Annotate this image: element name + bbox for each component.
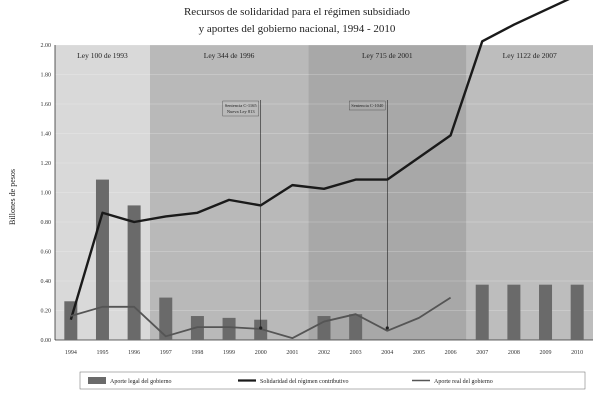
legend-swatch-0 <box>88 377 106 384</box>
x-tick-label-2000: 2000 <box>255 350 267 356</box>
period-label-3: Ley 1122 de 2007 <box>503 51 557 60</box>
bar-2008 <box>507 284 521 340</box>
y-axis-label: Billones de pesos <box>8 169 17 225</box>
chart-title-line-2: y aportes del gobierno nacional, 1994 - … <box>199 23 396 35</box>
bar-1996 <box>127 205 141 340</box>
legend-label-0: Aporte legal del gobierno <box>110 379 171 385</box>
x-tick-label-2002: 2002 <box>318 350 330 356</box>
legend-label-2: Aporte real del gobierno <box>434 379 493 385</box>
bar-2007 <box>475 284 489 340</box>
x-tick-label-2004: 2004 <box>381 350 393 356</box>
legend-frame <box>79 371 586 390</box>
annotation-marker-0 <box>259 326 263 330</box>
x-tick-label-2009: 2009 <box>540 350 552 356</box>
chart-title-line-1: Recursos de solidaridad para el régimen … <box>184 6 411 18</box>
x-tick-labels: 1994 1995 1996 1997 1998 1999 2000 2001 2002 2003… <box>65 350 583 356</box>
x-tick-label-2010: 2010 <box>571 350 583 356</box>
annotation-text-0-0: Sentencia C-1165 <box>225 103 258 108</box>
y-tick-label-6: 1.20 <box>41 161 52 167</box>
annotation-box-0 <box>222 100 259 117</box>
annotation-marker-1 <box>385 326 389 330</box>
y-tick-label-3: 0.60 <box>41 250 52 256</box>
period-label-1: Ley 344 de 1996 <box>204 51 255 60</box>
y-tick-label-7: 1.40 <box>41 132 52 138</box>
x-tick-label-2008: 2008 <box>508 350 520 356</box>
period-label-0: Ley 100 de 1993 <box>77 51 128 60</box>
bar-1997 <box>159 297 173 340</box>
y-tick-label-0: 0.00 <box>41 338 52 344</box>
x-tick-label-2005: 2005 <box>413 350 425 356</box>
y-tick-label-1: 0.20 <box>41 309 52 315</box>
x-tick-label-2001: 2001 <box>286 350 298 356</box>
x-tick-label-1994: 1994 <box>65 350 77 356</box>
x-tick-label-1999: 1999 <box>223 350 235 356</box>
x-tick-label-1998: 1998 <box>191 350 203 356</box>
annotation-box-1 <box>349 100 386 111</box>
y-tick-label-2: 0.40 <box>41 279 52 285</box>
bar-2002 <box>317 316 331 340</box>
x-tick-label-2006: 2006 <box>445 350 457 356</box>
bar-series <box>64 179 584 340</box>
y-tick-labels: 0.00 0.20 0.40 0.60 0.80 1.00 1.20 1.40 1.60 1.80… <box>41 43 52 344</box>
bar-1999 <box>222 317 236 340</box>
y-tick-label-10: 2.00 <box>41 43 52 49</box>
x-tick-label-2007: 2007 <box>476 350 488 356</box>
bar-2010 <box>570 284 584 340</box>
y-tick-label-4: 0.80 <box>41 220 52 226</box>
x-tick-label-2003: 2003 <box>350 350 362 356</box>
y-tick-label-8: 1.60 <box>41 102 52 108</box>
y-tick-label-9: 1.80 <box>41 73 52 79</box>
bar-2009 <box>539 284 553 340</box>
period-label-2: Ley 715 de 2001 <box>362 51 413 60</box>
gridlines <box>55 44 593 311</box>
bar-2003 <box>349 314 363 340</box>
bar-1995 <box>95 179 109 340</box>
x-tick-label-1996: 1996 <box>128 350 140 356</box>
annotation-text-1-0: Sentencia C-1040 <box>351 103 384 108</box>
annotation-text-0-1: Nueva Ley 813 <box>227 109 255 114</box>
x-tick-label-1995: 1995 <box>96 350 108 356</box>
legend-label-1: Solidaridad del régimen contributivo <box>260 379 348 385</box>
y-tick-label-5: 1.00 <box>41 191 52 197</box>
x-tick-label-1997: 1997 <box>160 350 172 356</box>
legend: Aporte legal del gobierno Solidaridad del… <box>79 371 586 390</box>
